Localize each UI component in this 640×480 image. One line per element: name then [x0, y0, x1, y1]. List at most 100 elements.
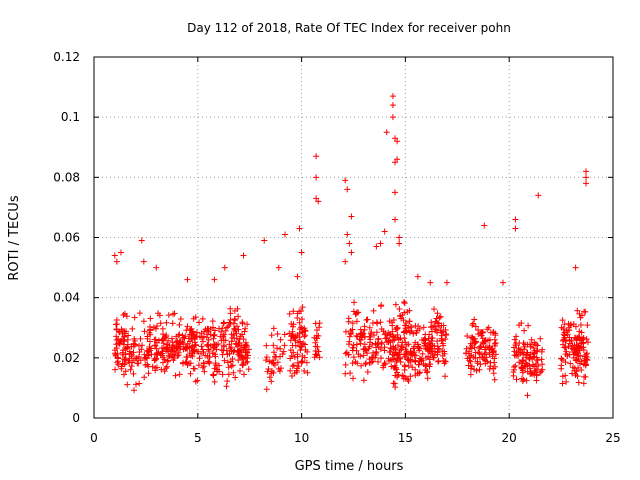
data-point	[120, 349, 127, 356]
data-point	[139, 342, 146, 349]
data-point	[289, 363, 296, 370]
data-point	[562, 344, 569, 351]
data-point	[343, 349, 350, 356]
data-point	[518, 364, 525, 371]
data-point	[189, 328, 196, 335]
data-point	[274, 359, 281, 366]
data-point	[124, 341, 131, 348]
data-point	[261, 237, 268, 244]
data-point	[583, 168, 590, 175]
data-point	[227, 316, 234, 323]
data-point	[342, 361, 349, 368]
data-point	[274, 331, 281, 338]
data-point	[239, 320, 246, 327]
data-point	[521, 362, 528, 369]
data-point	[228, 363, 235, 370]
data-point	[298, 343, 305, 350]
data-point	[479, 329, 486, 336]
data-point	[270, 325, 277, 332]
data-point	[539, 361, 546, 368]
data-point	[479, 354, 486, 361]
data-point	[316, 354, 323, 361]
data-point	[353, 332, 360, 339]
data-point	[235, 313, 242, 320]
data-point	[533, 348, 540, 355]
data-point	[520, 376, 527, 383]
data-point	[430, 323, 437, 330]
data-point	[477, 361, 484, 368]
data-point	[529, 356, 536, 363]
data-point	[210, 371, 217, 378]
data-point	[199, 364, 206, 371]
data-point	[164, 341, 171, 348]
data-point	[165, 312, 172, 319]
data-point	[516, 322, 523, 329]
data-point	[207, 331, 214, 338]
data-point	[190, 365, 197, 372]
data-point	[146, 329, 153, 336]
data-point	[342, 350, 349, 357]
data-point	[362, 361, 369, 368]
data-point	[396, 234, 403, 241]
data-point	[292, 342, 299, 349]
y-tick-label: 0.04	[53, 291, 80, 305]
data-point	[156, 312, 163, 319]
data-point	[124, 381, 131, 388]
data-point	[115, 336, 122, 343]
data-point	[114, 350, 121, 357]
data-point	[170, 357, 177, 364]
data-point	[120, 371, 127, 378]
data-point	[490, 370, 497, 377]
data-point	[559, 317, 566, 324]
data-point	[392, 216, 399, 223]
data-point	[428, 338, 435, 345]
data-point	[364, 350, 371, 357]
data-point	[467, 371, 474, 378]
data-point	[563, 378, 570, 385]
data-point	[231, 325, 238, 332]
data-point	[488, 346, 495, 353]
data-point	[240, 335, 247, 342]
data-point	[268, 370, 275, 377]
data-point	[299, 329, 306, 336]
data-point	[382, 361, 389, 368]
data-point	[242, 354, 249, 361]
y-axis-title: ROTI / TECUs	[7, 195, 22, 280]
data-point	[147, 347, 154, 354]
data-point	[290, 308, 297, 315]
data-point	[435, 320, 442, 327]
data-point	[301, 333, 308, 340]
data-point	[371, 332, 378, 339]
data-point	[390, 380, 397, 387]
data-point	[184, 276, 191, 283]
data-point	[397, 347, 404, 354]
data-point	[350, 354, 357, 361]
data-point	[220, 347, 227, 354]
data-point	[441, 360, 448, 367]
data-point	[316, 324, 323, 331]
x-tick-label: 15	[398, 431, 413, 445]
data-point	[184, 361, 191, 368]
data-point	[175, 349, 182, 356]
data-point	[511, 336, 518, 343]
data-point	[112, 366, 119, 373]
data-point	[296, 339, 303, 346]
data-point	[125, 332, 132, 339]
data-point	[211, 378, 218, 385]
data-point	[210, 335, 217, 342]
data-point	[344, 186, 351, 193]
data-point	[403, 350, 410, 357]
data-point	[346, 333, 353, 340]
data-point	[463, 345, 470, 352]
data-point	[159, 336, 166, 343]
data-point	[158, 350, 165, 357]
data-point	[147, 338, 154, 345]
data-point	[228, 344, 235, 351]
data-point	[358, 362, 365, 369]
data-point	[266, 374, 273, 381]
data-point	[124, 345, 131, 352]
data-point	[353, 341, 360, 348]
data-point	[281, 231, 288, 238]
data-point	[198, 343, 205, 350]
data-point	[201, 360, 208, 367]
